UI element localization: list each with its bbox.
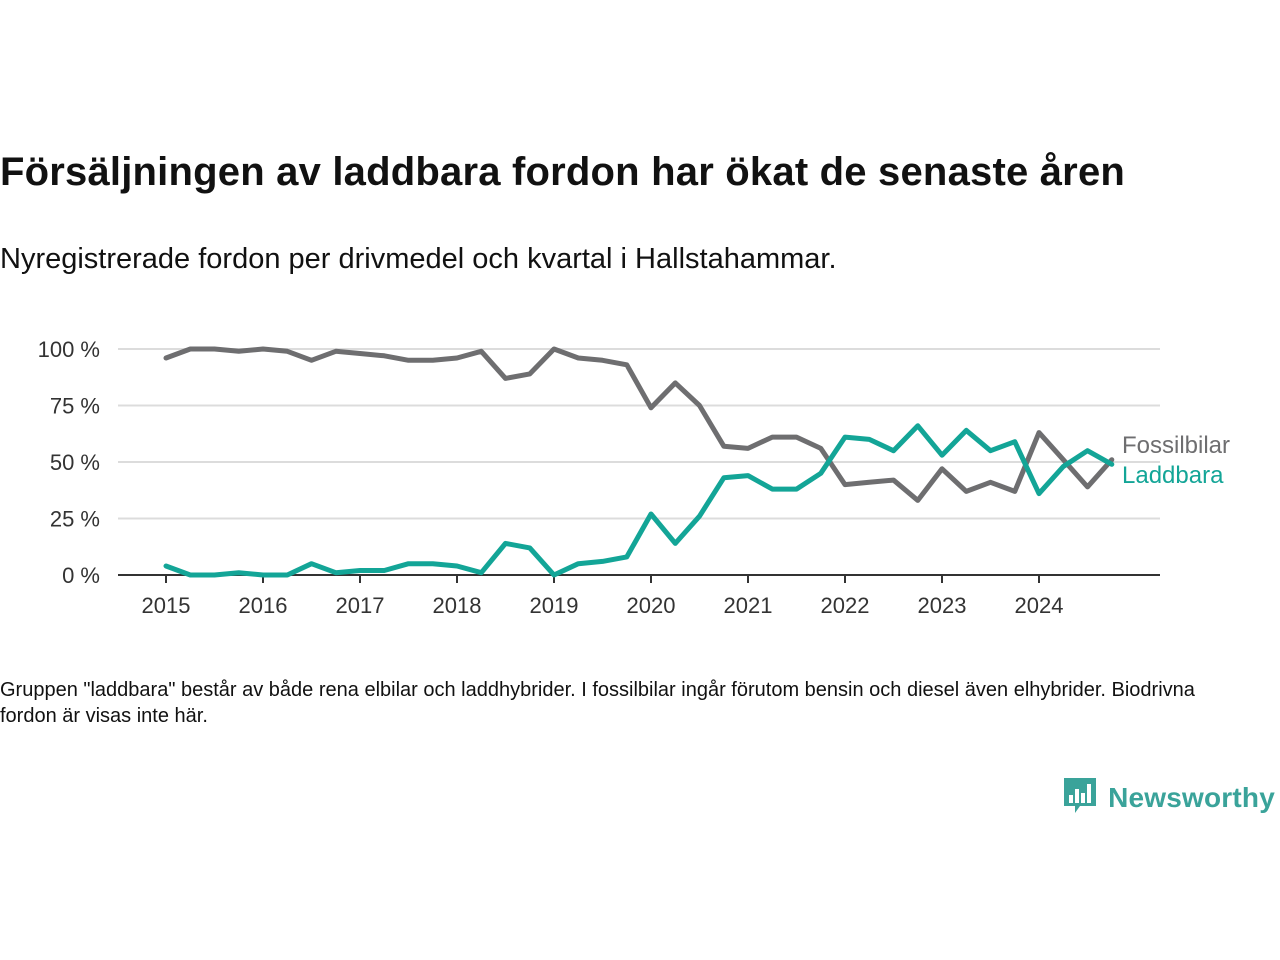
series-line-laddbara [163, 423, 1115, 578]
footnote: Gruppen "laddbara" består av både rena e… [0, 679, 1195, 727]
x-tick-label: 2020 [627, 593, 676, 618]
series-line-fossilbilar [163, 346, 1115, 503]
x-tick-label: 2015 [142, 593, 191, 618]
x-tick-label: 2021 [724, 593, 773, 618]
x-axis-labels: 2015 2016 2017 2018 2019 2020 2021 2022 2023 2024 [142, 593, 1064, 618]
x-tick-label: 2017 [336, 593, 385, 618]
series-label-laddbara: Laddbara [1122, 462, 1224, 489]
y-tick-label: 75 % [50, 394, 100, 419]
x-tick-label: 2023 [918, 593, 967, 618]
chart-subtitle: Nyregistrerade fordon per drivmedel och … [0, 243, 837, 275]
brand-name: Newsworthy [1108, 781, 1275, 813]
series-labels: Fossilbilar Laddbara [1122, 432, 1230, 489]
x-tick-label: 2018 [433, 593, 482, 618]
y-tick-label: 50 % [50, 450, 100, 475]
newsworthy-logo-icon [1062, 775, 1098, 820]
x-tick-label: 2016 [239, 593, 288, 618]
x-tick-label: 2019 [530, 593, 579, 618]
grid-lines [118, 348, 1160, 520]
y-tick-label: 0 % [62, 563, 100, 588]
series-lines [163, 346, 1115, 578]
line-chart: 0 %25 %50 %75 %100 % 2015 2016 2017 2018 201… [38, 337, 1230, 618]
x-tick-label: 2022 [821, 593, 870, 618]
y-tick-label: 25 % [50, 507, 100, 532]
y-tick-label: 100 % [38, 337, 100, 362]
series-label-fossilbilar: Fossilbilar [1122, 432, 1230, 459]
chart-title: Försäljningen av laddbara fordon har öka… [0, 150, 1126, 194]
y-axis-labels: 0 % 25 % 50 % 75 % 100 % [38, 337, 100, 588]
x-tick-label: 2024 [1015, 593, 1064, 618]
brand: Newsworthy [1062, 775, 1275, 820]
